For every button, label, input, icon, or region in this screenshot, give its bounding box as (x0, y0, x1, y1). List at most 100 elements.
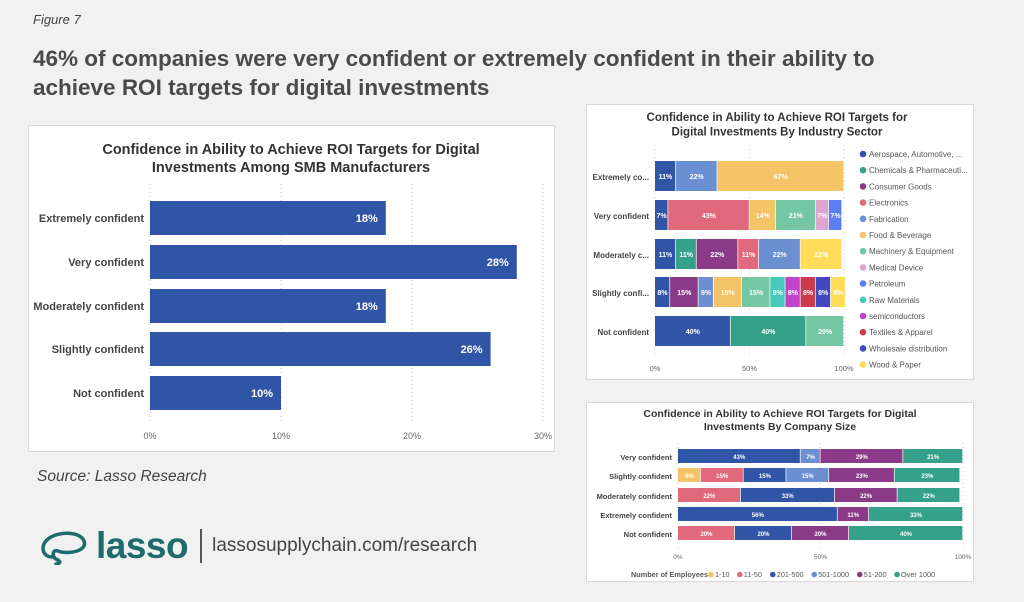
legend-marker (859, 280, 867, 287)
legend-label: 201-500 (777, 570, 804, 579)
data-label: 15% (677, 290, 692, 297)
legend-marker (894, 571, 900, 578)
chart-title: Confidence in Ability to Achieve ROI Tar… (647, 112, 908, 124)
category-label: Extremely co... (593, 173, 649, 182)
bar (150, 201, 386, 235)
bar-segment (655, 316, 730, 346)
data-label: 11% (659, 174, 673, 181)
bar-segment (717, 161, 844, 191)
data-label: 40% (761, 329, 776, 336)
smb-chart-panel: Confidence in Ability to Achieve ROI Tar… (28, 125, 555, 452)
legend-marker (859, 215, 867, 223)
bar-segment (678, 488, 740, 502)
website-link[interactable]: lassosupplychain.com/research (212, 535, 478, 556)
legend-label: Medical Device (869, 263, 924, 272)
legend-marker (859, 328, 867, 336)
data-label: 26% (461, 344, 483, 356)
chart-title: Investments Among SMB Manufacturers (152, 160, 430, 176)
data-label: 8% (657, 290, 668, 297)
data-label: 11% (847, 513, 859, 519)
x-tick-label: 50% (814, 554, 827, 561)
legend-marker (859, 166, 867, 174)
figure-label: Figure 7 (33, 12, 81, 27)
headline: 46% of companies were very confident or … (33, 46, 875, 100)
data-label: 15% (759, 474, 772, 480)
bar-segment (655, 277, 670, 307)
bar-segment (741, 277, 770, 307)
bar-segment (655, 161, 676, 191)
data-label: 7% (806, 455, 815, 461)
data-label: 23% (856, 474, 869, 480)
bar-segment (806, 316, 844, 346)
x-tick-label: 20% (403, 431, 421, 441)
bar-segment (675, 239, 696, 269)
bar-segment (698, 277, 713, 307)
legend-label: Textiles & Apparel (869, 328, 933, 337)
data-label: 7% (817, 213, 828, 220)
data-label: 33% (910, 513, 923, 519)
data-label: 22% (690, 174, 705, 181)
bar-segment (800, 277, 815, 307)
smb-chart: Confidence in Ability to Achieve ROI Tar… (33, 142, 552, 441)
category-label: Very confident (620, 453, 672, 462)
category-label: Not confident (73, 388, 144, 400)
x-tick-label: 100% (955, 554, 972, 561)
legend-label: 51-200 (864, 570, 887, 579)
bar (150, 332, 491, 366)
bar-segment (670, 277, 698, 307)
source-note: Source: Lasso Research (37, 468, 207, 485)
legend-marker (859, 150, 867, 158)
bar-segment (868, 507, 963, 521)
legend-label: Food & Beverage (869, 231, 932, 240)
data-label: 22% (814, 252, 829, 259)
data-label: 8% (788, 290, 799, 297)
bar-segment (655, 200, 668, 230)
data-label: 11% (679, 252, 693, 259)
legend-marker (859, 312, 867, 320)
bar-segment (713, 277, 742, 307)
category-label: Not confident (597, 328, 649, 337)
bar-segment (834, 488, 897, 502)
bar-segment (800, 239, 842, 269)
size-chart: Confidence in Ability to Achieve ROI Tar… (597, 408, 972, 579)
x-tick-label: 10% (272, 431, 290, 441)
bar-segment (678, 468, 701, 482)
industry-chart: Confidence in Ability to Achieve ROI Tar… (592, 112, 968, 373)
legend-marker (859, 345, 867, 352)
legend-marker (859, 247, 867, 255)
data-label: 33% (782, 494, 795, 500)
bar-segment (655, 239, 676, 269)
x-tick-label: 0% (673, 554, 683, 561)
data-label: 8% (833, 290, 844, 297)
x-tick-label: 0% (650, 364, 661, 373)
legend-label: 11-50 (744, 570, 762, 579)
legend-marker (857, 571, 863, 578)
bar-segment (696, 239, 738, 269)
bar-segment (735, 526, 792, 540)
legend-marker (859, 199, 867, 206)
data-label: 56% (752, 513, 765, 519)
data-label: 22% (923, 494, 936, 500)
bar-segment (775, 200, 815, 230)
legend-label: Consumer Goods (869, 182, 932, 191)
category-label: Extremely confident (39, 213, 144, 225)
bar-segment (758, 239, 800, 269)
data-label: 43% (733, 455, 746, 461)
data-label: 7% (657, 213, 668, 220)
bar-segment (675, 161, 717, 191)
bar-segment (815, 277, 831, 307)
industry-chart-panel: Confidence in Ability to Achieve ROI Tar… (586, 104, 974, 380)
data-label: 22% (773, 252, 788, 259)
bar-segment (678, 449, 800, 463)
legend-label: Wood & Paper (869, 361, 921, 370)
category-label: Slightly confident (52, 344, 145, 356)
data-label: 28% (487, 257, 509, 269)
bar-segment (743, 468, 786, 482)
data-label: 22% (703, 494, 716, 500)
x-tick-label: 50% (742, 364, 757, 373)
data-label: 8% (773, 290, 784, 297)
bar-segment (837, 507, 869, 521)
data-label: 11% (742, 252, 756, 259)
chart-title: Confidence in Ability to Achieve ROI Tar… (102, 142, 479, 158)
chart-title: Digital Investments By Industry Sector (672, 127, 883, 139)
